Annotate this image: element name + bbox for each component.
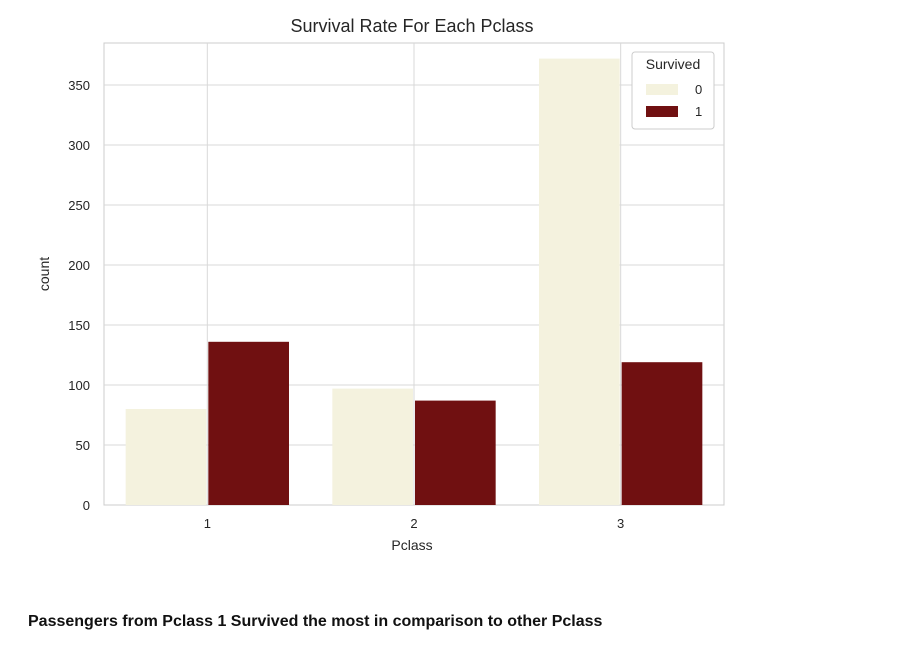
y-tick-label: 350 bbox=[68, 78, 90, 93]
x-tick-labels: 1 2 3 bbox=[204, 516, 625, 531]
legend: Survived 0 1 bbox=[631, 51, 715, 130]
bar-pclass-2-survived-0 bbox=[332, 388, 413, 505]
bar-chart: 0 50 100 150 200 250 300 350 1 2 3 Survival Rate … bbox=[36, 16, 725, 553]
legend-label-0: 0 bbox=[695, 82, 702, 97]
y-tick-label: 300 bbox=[68, 138, 90, 153]
caption-text: Passengers from Pclass 1 Survived the mo… bbox=[28, 613, 603, 630]
legend-swatch-1 bbox=[646, 106, 678, 117]
bars bbox=[125, 58, 703, 505]
legend-swatch-0 bbox=[646, 84, 678, 95]
bar-pclass-3-survived-0 bbox=[539, 58, 620, 505]
bar-pclass-1-survived-0 bbox=[125, 409, 207, 505]
bar-pclass-3-survived-1 bbox=[621, 362, 703, 505]
legend-title: Survived bbox=[646, 56, 700, 72]
y-tick-label: 200 bbox=[68, 258, 90, 273]
bar-pclass-2-survived-1 bbox=[415, 400, 496, 505]
legend-label-1: 1 bbox=[695, 104, 702, 119]
grid-lines bbox=[104, 43, 724, 505]
y-tick-labels: 0 50 100 150 200 250 300 350 bbox=[68, 78, 90, 513]
bar-pclass-1-survived-1 bbox=[208, 341, 289, 505]
y-tick-label: 150 bbox=[68, 318, 90, 333]
y-tick-label: 50 bbox=[76, 438, 90, 453]
x-tick-label: 3 bbox=[617, 516, 624, 531]
y-tick-label: 250 bbox=[68, 198, 90, 213]
chart-title: Survival Rate For Each Pclass bbox=[290, 16, 533, 36]
x-axis-label: Pclass bbox=[391, 537, 432, 553]
x-tick-label: 2 bbox=[410, 516, 417, 531]
y-axis-label: count bbox=[36, 257, 52, 291]
y-tick-label: 0 bbox=[83, 498, 90, 513]
y-tick-label: 100 bbox=[68, 378, 90, 393]
x-tick-label: 1 bbox=[204, 516, 211, 531]
